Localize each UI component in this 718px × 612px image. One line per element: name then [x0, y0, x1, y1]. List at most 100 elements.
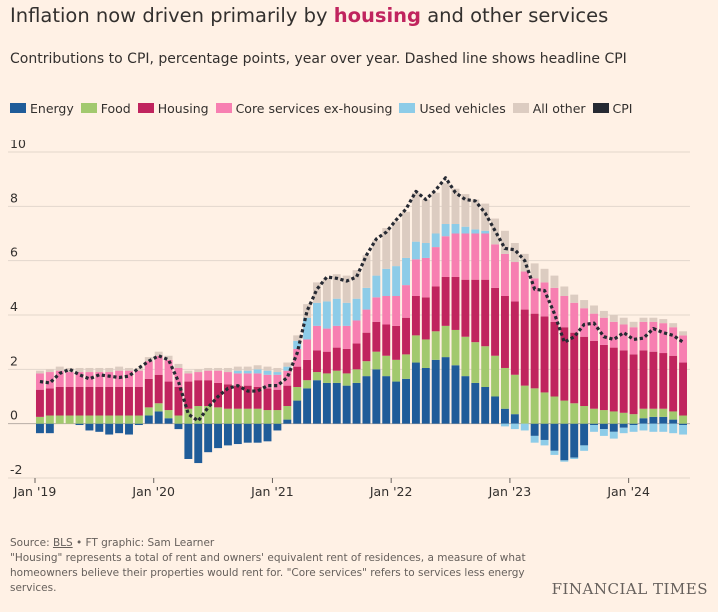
chart-legend: Energy Food Housing Core services ex-housin…	[10, 100, 639, 116]
bar-segment	[134, 370, 143, 387]
bar-segment	[55, 366, 64, 371]
chart-title: Inflation now driven primarily by housin…	[10, 4, 608, 27]
bar-segment	[283, 419, 292, 424]
bar-segment	[352, 320, 361, 344]
bar-segment	[95, 415, 104, 424]
bar-segment	[659, 416, 668, 424]
bar-segment	[322, 382, 331, 424]
bar-segment	[105, 423, 114, 435]
legend-label: Housing	[157, 100, 209, 116]
source-link[interactable]: BLS	[52, 537, 73, 549]
bar-segment	[125, 423, 133, 435]
bar-segment	[223, 408, 232, 424]
bar-segment	[649, 423, 658, 432]
title-end: and other services	[421, 4, 609, 27]
bar-segment	[164, 355, 173, 360]
bar-segment	[342, 373, 351, 386]
bar-segment	[669, 411, 678, 420]
bar-segment	[402, 211, 410, 258]
bar-segment	[471, 199, 480, 230]
legend-label: Core services ex-housing	[235, 100, 393, 116]
bar-segment	[540, 392, 549, 424]
chart-subtitle: Contributions to CPI, percentage points,…	[10, 51, 627, 67]
bar-segment	[115, 386, 124, 416]
bar-segment	[402, 317, 410, 355]
bar-segment	[174, 367, 183, 387]
bar-segment	[402, 378, 410, 424]
bar-segment	[530, 263, 539, 279]
bar-segment	[540, 316, 549, 393]
bar-segment	[510, 374, 519, 415]
bar-segment	[491, 218, 500, 245]
bar-segment	[520, 385, 529, 424]
bar-segment	[303, 339, 312, 360]
bar-segment	[174, 363, 183, 368]
bar-segment	[510, 423, 519, 430]
bar-segment	[243, 423, 252, 443]
bar-segment	[619, 412, 628, 424]
bar-segment	[194, 406, 203, 424]
bar-segment	[303, 380, 312, 389]
bar-segment	[362, 287, 371, 310]
bar-segment	[431, 192, 440, 234]
bar-segment	[530, 435, 539, 443]
bar-segment	[125, 370, 133, 387]
bar-segment	[223, 367, 232, 373]
bar-segment	[125, 367, 133, 371]
bar-segment	[421, 257, 430, 298]
bar-segment	[590, 340, 598, 409]
legend-label: Energy	[30, 100, 74, 116]
bar-segment	[411, 335, 420, 363]
bar-segment	[639, 317, 648, 322]
bar-segment	[125, 415, 133, 424]
bar-segment	[599, 310, 608, 318]
bar-segment	[530, 388, 539, 424]
bar-segment	[649, 408, 658, 417]
bar-segment	[501, 408, 509, 424]
bar-segment	[451, 188, 460, 224]
bar-segment	[550, 275, 559, 288]
bar-segment	[332, 298, 341, 326]
bar-segment	[233, 423, 242, 445]
bar-segment	[164, 410, 173, 419]
bar-segment	[471, 233, 480, 280]
bar-segment	[253, 408, 262, 424]
bar-segment	[204, 367, 213, 371]
bar-segment	[392, 295, 401, 326]
bar-segment	[233, 408, 242, 424]
bar-segment	[382, 268, 391, 296]
bar-segment	[332, 325, 341, 348]
bar-segment	[322, 373, 331, 383]
legend-swatch	[137, 103, 154, 113]
bar-segment	[105, 386, 114, 416]
bar-segment	[639, 350, 648, 409]
bar-segment	[322, 278, 331, 302]
chart-notes: Source: BLS • FT graphic: Sam Learner "H…	[10, 536, 570, 596]
bar-segment	[669, 419, 678, 424]
bar-segment	[649, 317, 658, 322]
bar-segment	[243, 385, 252, 409]
bar-segment	[441, 357, 450, 424]
bar-segment	[491, 396, 500, 424]
bar-segment	[184, 373, 193, 382]
bar-segment	[65, 372, 74, 387]
bar-segment	[481, 230, 490, 234]
legend-label: CPI	[612, 100, 633, 116]
bar-segment	[629, 414, 638, 424]
bar-segment	[95, 386, 104, 416]
bar-segment	[243, 408, 252, 424]
bar-segment	[105, 415, 114, 424]
bar-segment	[342, 348, 351, 374]
bar-segment	[55, 386, 64, 416]
bar-segment	[362, 376, 371, 424]
bar-segment	[263, 366, 272, 371]
bar-segment	[451, 276, 460, 330]
bar-segment	[85, 367, 94, 373]
bar-segment	[481, 386, 490, 424]
bar-segment	[530, 423, 539, 436]
bar-segment	[639, 321, 648, 351]
bar-segment	[45, 369, 54, 373]
bar-segment	[550, 450, 559, 455]
bar-segment	[461, 226, 470, 234]
bar-segment	[570, 294, 579, 303]
